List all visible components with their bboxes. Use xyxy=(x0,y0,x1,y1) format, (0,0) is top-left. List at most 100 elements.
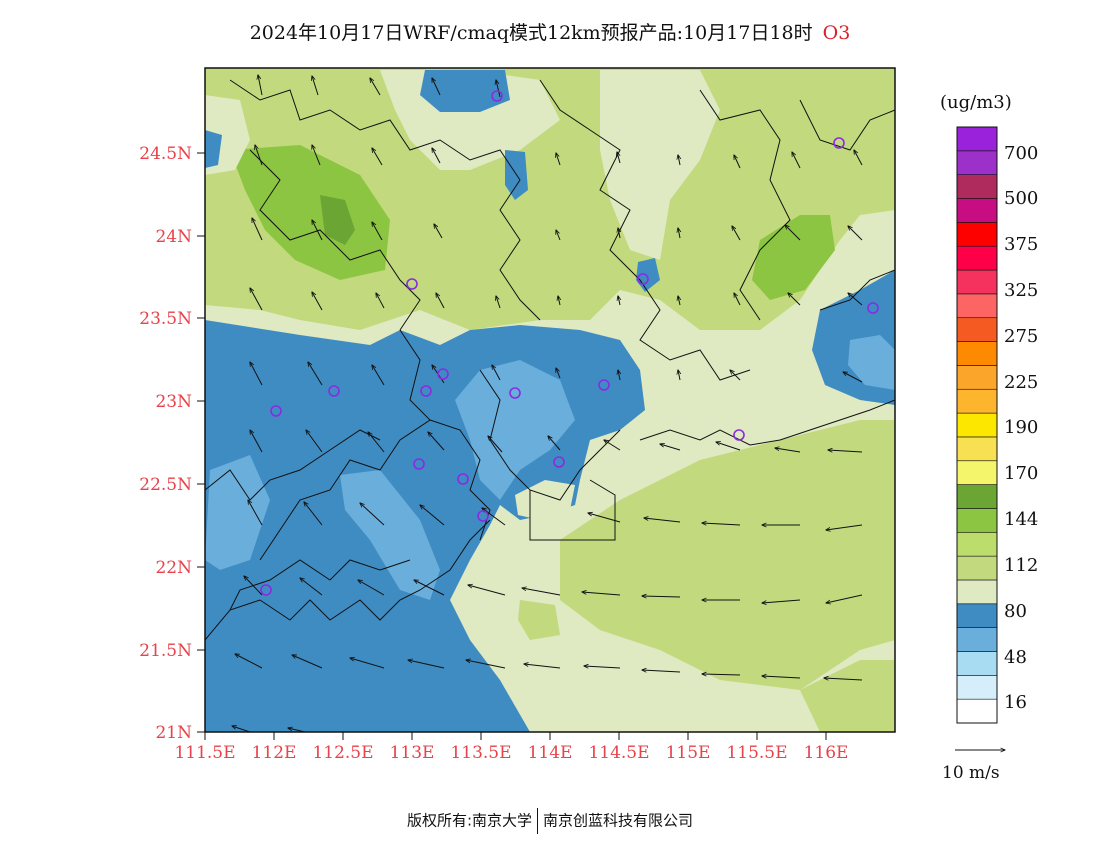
lon-tick-label: 112E xyxy=(252,743,297,763)
map-ticks xyxy=(197,152,827,740)
title-species: O3 xyxy=(822,22,851,44)
lon-tick-label: 114E xyxy=(528,743,573,763)
lat-tick-label: 24N xyxy=(155,227,192,247)
legend-swatch xyxy=(956,555,998,581)
legend-label: 225 xyxy=(1004,372,1038,393)
station-marker xyxy=(437,368,449,380)
field-dark-green xyxy=(320,195,355,245)
wind-key: 10 m/s xyxy=(942,750,1005,783)
station-marker xyxy=(833,137,845,149)
legend-swatch xyxy=(956,484,998,509)
copyright-right: 南京创蓝科技有限公司 xyxy=(543,811,694,830)
station-marker xyxy=(553,456,565,468)
field-pale-center xyxy=(600,70,720,260)
legend-swatch xyxy=(956,388,998,414)
lon-tick-label: 113.5E xyxy=(450,743,511,763)
lat-tick-label: 21.5N xyxy=(139,641,192,661)
station-marker xyxy=(598,379,610,391)
legend-label: 112 xyxy=(1004,555,1038,576)
legend-label: 325 xyxy=(1004,280,1038,301)
station-markers xyxy=(260,90,879,596)
field-light-blue-east xyxy=(848,335,895,390)
lon-tick-label: 114.5E xyxy=(588,743,649,763)
lon-tick-label: 115.5E xyxy=(726,743,787,763)
legend-label: 170 xyxy=(1004,463,1038,484)
station-marker xyxy=(406,278,418,290)
station-marker xyxy=(867,302,879,314)
field-light-blue-center xyxy=(455,360,575,500)
lon-tick-label: 112.5E xyxy=(312,743,373,763)
station-marker xyxy=(733,429,745,441)
field-light-blue-w2 xyxy=(340,470,440,600)
figure-title: 2024年10月17日WRF/cmaq模式12km预报产品:10月17日18时 O… xyxy=(0,18,1100,45)
wind-arrows xyxy=(232,75,863,732)
legend-label: 144 xyxy=(1004,509,1038,530)
field-light-blue-w1 xyxy=(205,455,270,570)
legend-swatch xyxy=(956,269,998,295)
legend-label: 80 xyxy=(1004,601,1027,622)
legend-label: 16 xyxy=(1004,692,1027,713)
lat-tick-label: 24.5N xyxy=(139,144,192,164)
station-marker xyxy=(270,405,282,417)
legend-label: 500 xyxy=(1004,188,1038,209)
lat-tick-label: 22.5N xyxy=(139,475,192,495)
legend-label: 375 xyxy=(1004,234,1038,255)
wind-key-label: 10 m/s xyxy=(942,763,1000,783)
lat-tick-label: 21N xyxy=(155,723,192,743)
title-main: 2024年10月17日WRF/cmaq模式12km预报产品:10月17日18时 xyxy=(249,22,813,44)
legend-swatch xyxy=(956,126,998,152)
legend-swatch xyxy=(956,245,998,271)
station-marker xyxy=(420,385,432,397)
legend-swatch xyxy=(956,436,998,462)
legend-labels: 700 500 375 325 275 225 190 170 144 112 … xyxy=(1004,143,1038,713)
station-marker xyxy=(260,584,272,596)
legend-swatch xyxy=(956,698,998,724)
legend-swatch xyxy=(956,531,998,557)
legend-swatch xyxy=(956,579,998,605)
legend-label: 48 xyxy=(1004,647,1027,668)
legend-swatch xyxy=(956,508,998,533)
concentration-field xyxy=(205,68,895,732)
copyright-footer: 版权所有:南京大学 南京创蓝科技有限公司 xyxy=(0,808,1100,834)
legend-swatch xyxy=(956,150,998,175)
legend-swatch xyxy=(956,293,998,319)
legend-swatch xyxy=(956,460,998,485)
legend-swatch xyxy=(956,675,998,700)
station-marker xyxy=(328,385,340,397)
lon-tick-label: 113E xyxy=(390,743,435,763)
legend-unit: (ug/m3) xyxy=(940,92,1012,113)
legend-swatch xyxy=(956,198,998,223)
legend-label: 190 xyxy=(1004,417,1038,438)
copyright-left: 版权所有:南京大学 xyxy=(406,811,533,830)
lon-tick-label: 116E xyxy=(804,743,849,763)
field-mid-green-east xyxy=(752,215,835,300)
field-blue-nw xyxy=(205,130,222,168)
lon-tick-label: 115E xyxy=(666,743,711,763)
station-marker xyxy=(477,510,489,522)
field-green-se xyxy=(560,420,895,690)
lat-tick-label: 23.5N xyxy=(139,309,192,329)
station-marker xyxy=(457,473,469,485)
legend-label: 275 xyxy=(1004,326,1038,347)
lat-tick-labels: 24.5N 24N 23.5N 23N 22.5N 22N 21.5N 21N xyxy=(139,144,192,743)
field-green-island xyxy=(518,600,560,640)
field-blue-north xyxy=(420,70,510,112)
legend-label: 700 xyxy=(1004,143,1038,164)
legend-swatch xyxy=(956,341,998,366)
station-marker xyxy=(491,90,503,102)
legend-swatch xyxy=(956,317,998,342)
legend-swatch xyxy=(956,174,998,199)
legend-frame xyxy=(956,126,998,724)
footer-separator xyxy=(537,808,539,834)
legend-swatches xyxy=(956,126,998,724)
field-mid-green-west xyxy=(230,145,390,280)
station-marker xyxy=(509,387,521,399)
lon-tick-labels: 111.5E 112E 112.5E 113E 113.5E 114E 114.… xyxy=(174,743,848,763)
boundaries xyxy=(205,79,895,641)
station-marker xyxy=(637,273,649,285)
wind-vectors xyxy=(232,75,863,732)
legend-swatch xyxy=(956,222,998,247)
legend-swatch xyxy=(956,365,998,390)
